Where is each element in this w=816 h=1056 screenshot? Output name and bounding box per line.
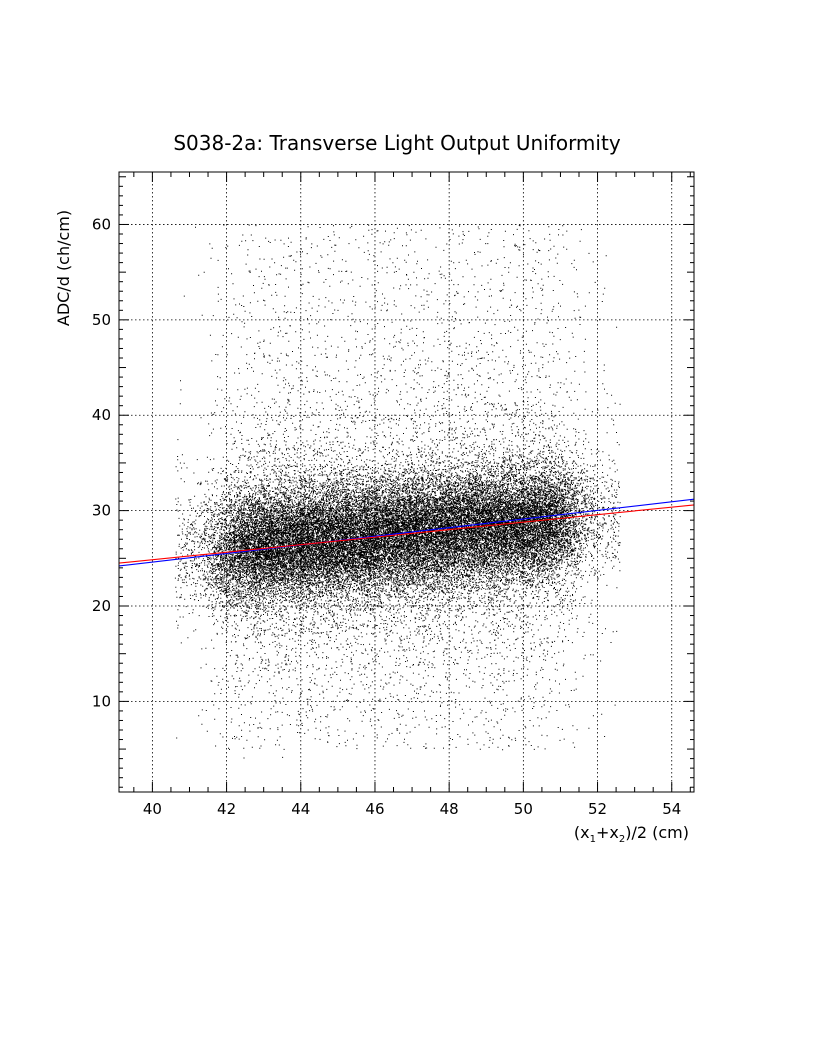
x-tick-label: 48: [440, 800, 459, 818]
x-tick-label: 40: [143, 800, 162, 818]
x-tick-label: 52: [588, 800, 607, 818]
x-label-sub1: 1: [590, 834, 596, 845]
x-axis-label: (x1+x2)/2 (cm): [574, 823, 689, 845]
x-tick-label: 44: [291, 800, 310, 818]
x-tick-label: 42: [217, 800, 236, 818]
axis-ticks: 40 42 44 46 48 50 52 54 10 20 30 40 50 60: [92, 172, 694, 818]
x-tick-label: 50: [514, 800, 533, 818]
chart-title-main: : Transverse Light Output Uniformity: [256, 131, 620, 155]
x-label-open: (x: [574, 823, 590, 842]
x-label-close: )/2 (cm): [625, 823, 689, 842]
y-axis-label: ADC/d (ch/cm): [54, 210, 73, 326]
x-tick-label: 46: [365, 800, 384, 818]
x-label-sub2: 2: [619, 834, 625, 845]
fit-lines: [118, 498, 695, 567]
scatter-points: [174, 224, 621, 759]
fit-line: [118, 498, 695, 567]
y-tick-label: 50: [92, 311, 111, 329]
x-label-plus: +x: [596, 823, 619, 842]
chart-title-prefix: S038-2a: [173, 131, 256, 155]
plot-frame: [118, 171, 695, 793]
fit-line: [118, 504, 695, 564]
chart-title: S038-2a: Transverse Light Output Uniform…: [173, 131, 620, 155]
data-points: [174, 224, 621, 759]
y-tick-label: 20: [92, 597, 111, 615]
x-tick-label: 54: [662, 800, 681, 818]
y-tick-label: 60: [92, 215, 111, 233]
y-tick-label: 40: [92, 406, 111, 424]
grid-layer: [119, 172, 694, 792]
y-tick-label: 10: [92, 692, 111, 710]
y-tick-label: 30: [92, 502, 111, 520]
